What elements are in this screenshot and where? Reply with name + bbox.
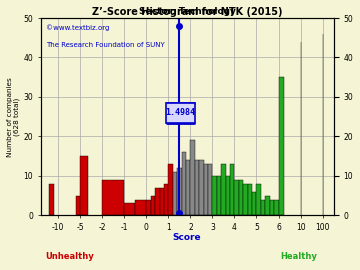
- Bar: [226, 176, 230, 215]
- Bar: [80, 156, 87, 215]
- Text: 1.4984: 1.4984: [166, 108, 195, 117]
- Bar: [195, 160, 199, 215]
- Bar: [221, 164, 226, 215]
- Bar: [124, 204, 135, 215]
- Text: Healthy: Healthy: [280, 252, 317, 261]
- Bar: [261, 200, 265, 215]
- Bar: [212, 176, 217, 215]
- Bar: [49, 184, 54, 215]
- Bar: [243, 184, 248, 215]
- Bar: [204, 164, 208, 215]
- Bar: [164, 184, 168, 215]
- Title: Z’-Score Histogram for NTK (2015): Z’-Score Histogram for NTK (2015): [92, 7, 282, 17]
- Bar: [270, 200, 274, 215]
- Bar: [177, 168, 181, 215]
- Bar: [208, 164, 212, 215]
- Bar: [155, 188, 159, 215]
- Bar: [168, 164, 173, 215]
- Bar: [186, 160, 190, 215]
- Bar: [159, 188, 164, 215]
- Y-axis label: Number of companies
(628 total): Number of companies (628 total): [7, 77, 21, 157]
- Bar: [230, 164, 234, 215]
- Bar: [199, 160, 204, 215]
- Bar: [190, 140, 195, 215]
- Text: Unhealthy: Unhealthy: [45, 252, 94, 261]
- Bar: [265, 195, 270, 215]
- Bar: [135, 200, 147, 215]
- Text: ©www.textbiz.org: ©www.textbiz.org: [46, 24, 110, 31]
- Bar: [173, 172, 177, 215]
- Bar: [234, 180, 239, 215]
- Bar: [248, 184, 252, 215]
- Bar: [147, 200, 151, 215]
- Bar: [239, 180, 243, 215]
- Text: Sector: Technology: Sector: Technology: [139, 7, 235, 16]
- X-axis label: Score: Score: [173, 233, 201, 242]
- Bar: [102, 180, 124, 215]
- Bar: [76, 195, 80, 215]
- Bar: [151, 195, 155, 215]
- Bar: [274, 200, 279, 215]
- Bar: [252, 192, 256, 215]
- Bar: [279, 77, 284, 215]
- FancyBboxPatch shape: [166, 103, 195, 123]
- Bar: [256, 184, 261, 215]
- Bar: [217, 176, 221, 215]
- Bar: [181, 152, 186, 215]
- Text: The Research Foundation of SUNY: The Research Foundation of SUNY: [46, 42, 165, 48]
